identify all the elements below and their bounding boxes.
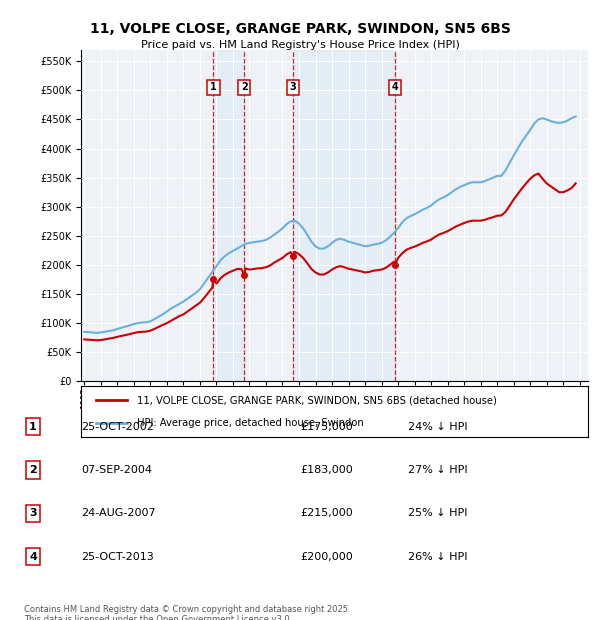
- Text: Price paid vs. HM Land Registry's House Price Index (HPI): Price paid vs. HM Land Registry's House …: [140, 40, 460, 50]
- Text: 2: 2: [241, 82, 248, 92]
- Text: 26% ↓ HPI: 26% ↓ HPI: [408, 552, 467, 562]
- Text: £183,000: £183,000: [300, 465, 353, 475]
- Text: 24% ↓ HPI: 24% ↓ HPI: [408, 422, 467, 432]
- Text: 24-AUG-2007: 24-AUG-2007: [81, 508, 155, 518]
- Text: £215,000: £215,000: [300, 508, 353, 518]
- Text: 2: 2: [29, 465, 37, 475]
- Text: 1: 1: [210, 82, 217, 92]
- Text: 27% ↓ HPI: 27% ↓ HPI: [408, 465, 467, 475]
- Text: HPI: Average price, detached house, Swindon: HPI: Average price, detached house, Swin…: [137, 418, 364, 428]
- Text: £200,000: £200,000: [300, 552, 353, 562]
- Text: 1: 1: [29, 422, 37, 432]
- Bar: [214, 50, 244, 381]
- Text: Contains HM Land Registry data © Crown copyright and database right 2025.
This d: Contains HM Land Registry data © Crown c…: [24, 604, 350, 620]
- Text: 11, VOLPE CLOSE, GRANGE PARK, SWINDON, SN5 6BS: 11, VOLPE CLOSE, GRANGE PARK, SWINDON, S…: [89, 22, 511, 36]
- Text: 07-SEP-2004: 07-SEP-2004: [81, 465, 152, 475]
- Text: £175,000: £175,000: [300, 422, 353, 432]
- Text: 25-OCT-2002: 25-OCT-2002: [81, 422, 154, 432]
- Text: 25-OCT-2013: 25-OCT-2013: [81, 552, 154, 562]
- Bar: [293, 50, 395, 381]
- Text: 3: 3: [29, 508, 37, 518]
- Text: 4: 4: [29, 552, 37, 562]
- Text: 11, VOLPE CLOSE, GRANGE PARK, SWINDON, SN5 6BS (detached house): 11, VOLPE CLOSE, GRANGE PARK, SWINDON, S…: [137, 396, 497, 405]
- Text: 3: 3: [290, 82, 296, 92]
- Text: 25% ↓ HPI: 25% ↓ HPI: [408, 508, 467, 518]
- Text: 4: 4: [392, 82, 398, 92]
